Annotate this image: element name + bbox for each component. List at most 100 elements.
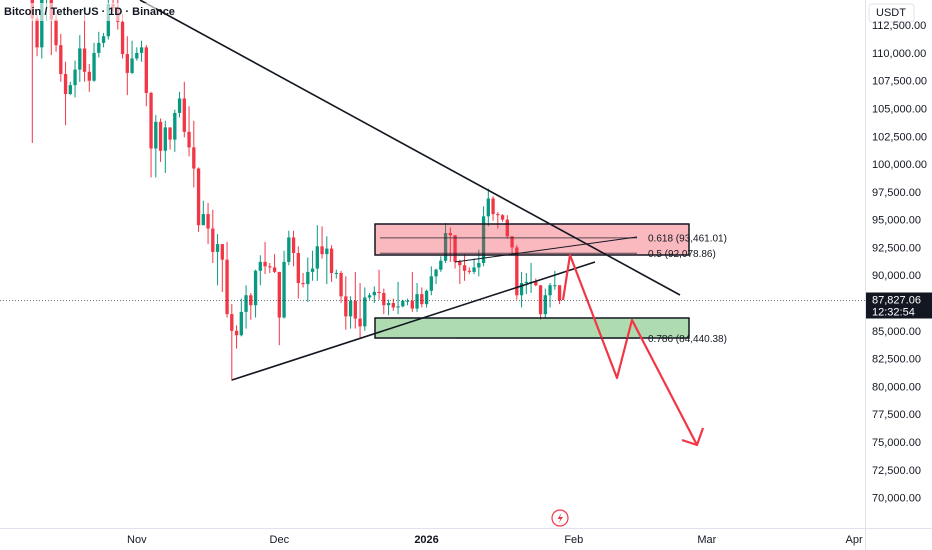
current-price-tag [866,292,932,319]
candle-body [500,215,505,220]
candle-body [68,85,72,95]
candle-body [144,47,148,93]
candle-body [491,198,495,215]
candle-body [339,273,343,297]
candle-body [543,295,547,315]
candle-body [453,235,457,262]
candle-body [82,48,87,72]
candle-body [420,294,424,305]
candle-body [211,228,215,252]
y-tick-label: 95,000.00 [872,215,921,227]
candle-body [486,198,490,217]
candle-body [538,285,543,315]
candle-body [477,262,481,268]
candle-body [234,330,239,336]
y-tick-label: 70,000.00 [872,493,921,505]
candle-body [277,271,281,318]
candle-body [353,300,357,319]
candle-body [173,112,177,140]
candle-body [448,232,452,236]
x-tick-label: Dec [270,534,290,546]
candle-body [534,281,538,286]
candle-body [481,216,486,263]
y-tick-label: 107,500.00 [872,76,927,88]
lightning-glyph [557,513,563,524]
currency-box[interactable] [868,3,915,23]
candle-body [149,92,153,149]
projection-arrow [561,253,698,446]
candle-body [344,296,348,317]
candle-body [87,71,91,81]
candle-body [320,246,324,255]
candle-body [382,293,386,306]
fib-trend-line [454,236,638,263]
title-backdrop [0,3,156,21]
candle-body [334,273,338,275]
candle-body [496,214,500,216]
candle-body [410,300,414,309]
candle-body [553,285,557,287]
candle-body [386,303,391,306]
candle-body [63,74,68,95]
candle-body [168,127,172,140]
candle-body [201,214,205,226]
candle-body [472,267,476,272]
candle-body [367,295,372,298]
candle-body [239,311,243,336]
candle-body [415,294,419,309]
candle-body [268,266,272,268]
candle-body [396,306,400,308]
candle-body [54,19,58,46]
candle-body [92,52,96,81]
candle-body [429,276,433,291]
fib-level-label: 0.786 (84,440.38) [648,334,727,345]
candle-body [315,246,319,269]
candle-body [524,281,528,284]
candle-body [325,248,329,255]
demand-zone [374,317,690,339]
candle-body [272,267,277,272]
candle-body [291,237,296,253]
drawings [139,0,705,447]
arrow-head [681,427,705,447]
candle-body [282,261,286,318]
candle-body [557,285,562,301]
ascending-trendline [231,261,596,381]
candle-body [258,261,262,271]
candle-body [59,45,63,75]
y-tick-label: 112,500.00 [872,20,926,32]
candle-body [372,291,376,296]
y-tick-label: 92,500.00 [872,242,921,254]
y-tick-label: 77,500.00 [872,409,921,421]
candle-body [424,290,429,305]
candle-body [130,58,134,73]
candle-body [125,54,129,73]
candle-body [462,265,467,271]
x-tick-label: 2026 [414,534,438,546]
fib-level-label: 0.5 (92,078.86) [648,249,716,260]
current-price-label: 87,827.06 [872,294,921,306]
candle-body [391,303,395,308]
candle-body [296,252,300,284]
y-tick-label: 90,000.00 [872,270,921,282]
candle-body [139,47,144,53]
candle-body [301,283,305,285]
candle-body [120,21,125,55]
candle-body [97,42,101,53]
currency-label[interactable]: USDT [876,7,906,19]
bar-countdown: 12:32:54 [872,306,915,318]
candle-body [310,268,315,272]
overlay: 0.618 (93,461.01) 0.5 (92,078.86) 0.786 (8… [0,234,865,345]
candle-body [78,48,82,70]
candle-body [177,98,182,113]
candle-body [40,0,44,48]
candle-body [515,247,519,296]
candle-body [244,295,248,312]
chart-title: Bitcoin / TetherUS · 1D · Binance [4,6,175,18]
candle-body [187,131,191,148]
x-tick-label: Nov [127,534,147,546]
y-tick-label: 102,500.00 [872,131,927,143]
